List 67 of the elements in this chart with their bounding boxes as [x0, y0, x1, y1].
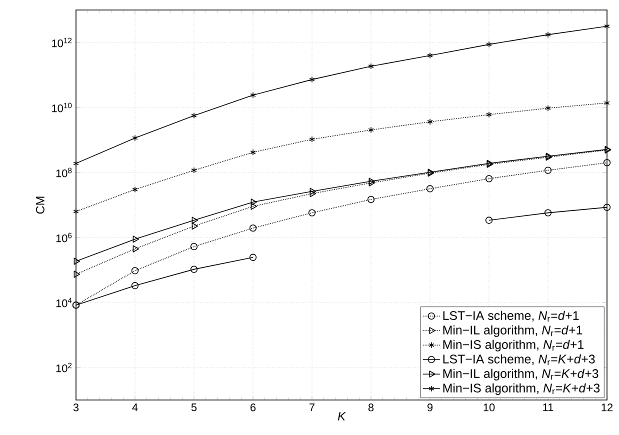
x-tick-label: 9 [427, 404, 433, 412]
point [427, 52, 433, 59]
point [192, 222, 198, 230]
point [310, 190, 316, 198]
point [603, 159, 611, 166]
legend-label: Min−IS algorithm, N$_{r}$=K+d+3 [443, 383, 600, 395]
legend-label: LST−IA scheme, N$_{r}$=d+1 [443, 310, 579, 322]
point [250, 202, 257, 210]
point [367, 196, 375, 204]
point [132, 186, 138, 193]
point [308, 209, 316, 216]
point [132, 236, 139, 243]
point [309, 76, 315, 83]
point [545, 31, 551, 38]
point [132, 245, 139, 252]
legend-label: LST−IA scheme, N$_{r}$=K+d+3 [443, 354, 595, 366]
point [544, 166, 552, 174]
point [250, 92, 256, 98]
x-tick-label: 8 [368, 404, 374, 412]
point [131, 267, 139, 274]
point [427, 118, 433, 125]
point [192, 216, 198, 224]
point [131, 282, 139, 290]
point [485, 175, 493, 182]
point [249, 224, 257, 232]
x-tick-label: 11 [543, 404, 554, 412]
legend-label: Min−IL algorithm, N$_{r}$=K+d+3 [443, 368, 598, 380]
point [368, 63, 374, 70]
legend-label: Min−IS algorithm, N$_{r}$=d+1 [443, 340, 584, 352]
point [603, 204, 611, 211]
point [544, 209, 552, 216]
point [545, 104, 551, 112]
point [191, 167, 197, 174]
y-tick-label: 10$^{8}$ [56, 168, 72, 178]
y-tick-label: 10$^{10}$ [52, 102, 72, 112]
point [190, 266, 198, 273]
point [604, 100, 610, 106]
y-tick-label: 10$^{6}$ [56, 232, 72, 242]
point [310, 188, 316, 195]
point [426, 185, 434, 192]
point [250, 149, 256, 156]
point [250, 198, 257, 206]
y-tick-label: 10$^{12}$ [52, 38, 72, 48]
x-tick-label: 3 [73, 404, 79, 412]
point [73, 208, 79, 215]
point [368, 126, 374, 134]
point [132, 134, 138, 142]
point [74, 270, 80, 278]
x-tick-label: 7 [310, 404, 314, 412]
x-axis-title: K [338, 412, 346, 420]
x-tick-label: 4 [132, 404, 138, 412]
x-tick-label: 6 [250, 404, 256, 412]
x-tick-label: 10 [484, 404, 495, 412]
x-tick-label: 5 [191, 404, 197, 412]
point [249, 254, 257, 261]
point [191, 112, 197, 119]
point [486, 41, 492, 48]
point [309, 136, 315, 142]
point [190, 243, 198, 250]
y-axis-title: CM [36, 196, 44, 214]
x-tick-label: 12 [602, 404, 613, 412]
point [485, 216, 493, 224]
y-tick-label: 10$^{2}$ [56, 362, 72, 372]
y-tick-label: 10$^{4}$ [56, 298, 72, 308]
legend-label: Min−IL algorithm, N$_{r}$=d+1 [443, 325, 582, 337]
point [74, 258, 80, 265]
point [486, 111, 492, 118]
